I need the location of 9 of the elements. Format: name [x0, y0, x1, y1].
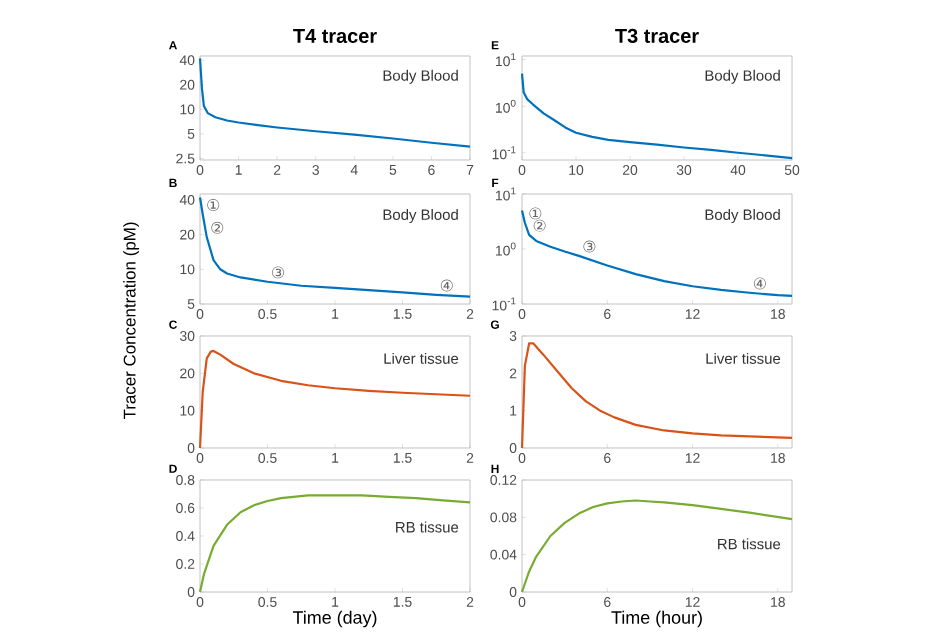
line-series	[520, 342, 794, 450]
x-axis-title: Time (day)	[292, 610, 377, 628]
chart-title: T3 tracer	[615, 28, 699, 43]
line-series	[520, 209, 794, 298]
x-axis-title: Time (hour)	[611, 610, 702, 628]
line-series	[198, 196, 472, 298]
y-axis-title: Tracer Concentration (pM)	[123, 222, 139, 420]
chart-title: T4 tracer	[293, 29, 377, 43]
line-series	[198, 57, 472, 148]
